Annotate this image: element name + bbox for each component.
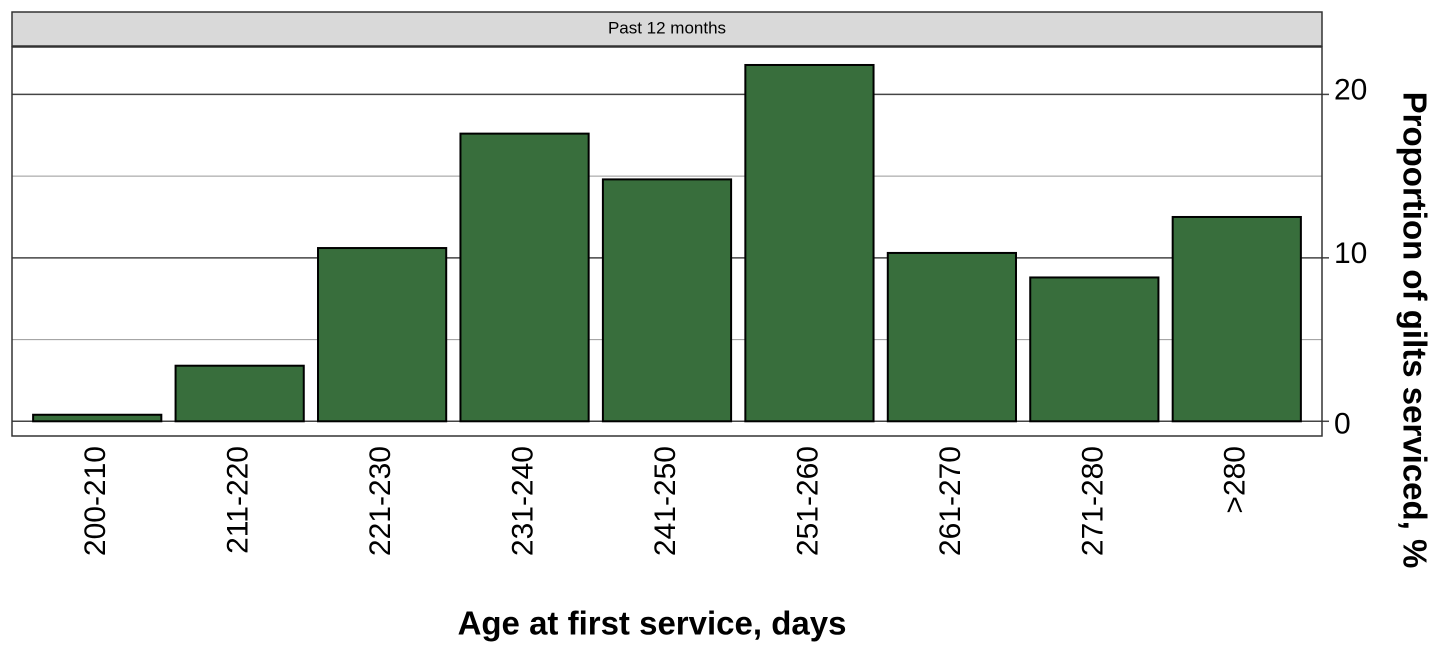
facet-label: Past 12 months [608,18,726,37]
bar [317,247,448,423]
x-tick-label: 241-250 [649,446,682,556]
x-axis-title: Age at first service, days [458,605,847,642]
bar [174,364,305,423]
x-tick-label: 231-240 [506,446,539,556]
x-tick-label: 271-280 [1076,446,1109,556]
facet-strip [11,11,1323,47]
x-tick-label: 200-210 [79,446,112,556]
x-tick-label: 261-270 [934,446,967,556]
y-axis-title: Proportion of gilts serviced, % [1396,92,1433,569]
bar [1029,276,1160,423]
bar [32,413,163,423]
bar [601,178,733,423]
panel-border [11,46,1323,437]
bar [886,251,1017,423]
x-tick-label: 251-260 [791,446,824,556]
y-tick-label: 10 [1334,237,1367,270]
x-tick-label: >280 [1219,446,1252,514]
y-tick-label: 0 [1334,407,1351,440]
bar [744,63,875,423]
x-tick-label: 211-220 [222,446,255,554]
bar [1171,215,1302,423]
y-tick-label: 20 [1334,74,1367,107]
x-tick-label: 221-230 [364,446,397,556]
bar [459,132,590,423]
